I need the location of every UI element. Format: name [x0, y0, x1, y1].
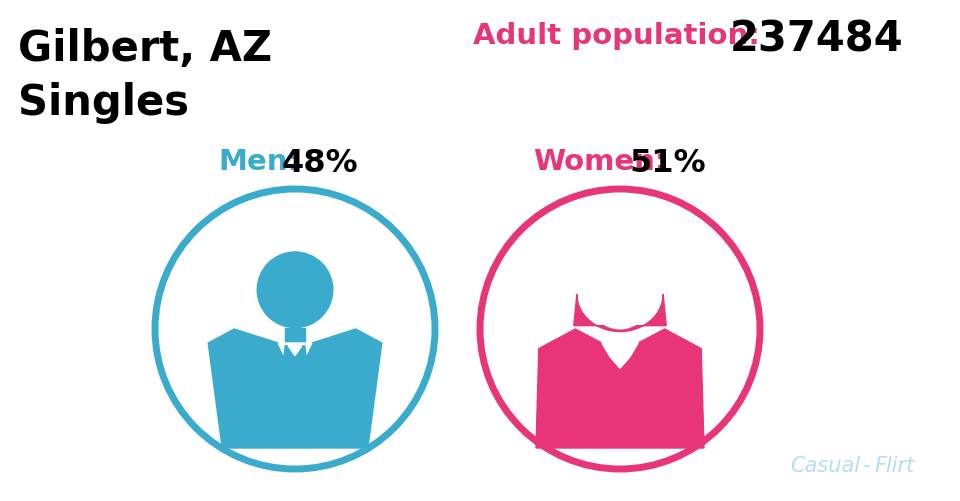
Polygon shape — [284, 328, 305, 345]
Text: Gilbert, AZ: Gilbert, AZ — [18, 28, 272, 70]
Circle shape — [257, 253, 333, 328]
Polygon shape — [574, 295, 666, 332]
Polygon shape — [283, 346, 307, 424]
Text: Women:: Women: — [533, 148, 666, 176]
Text: Singles: Singles — [18, 82, 189, 124]
Text: 48%: 48% — [282, 148, 359, 179]
Polygon shape — [278, 343, 312, 378]
Polygon shape — [288, 346, 301, 356]
Polygon shape — [536, 329, 704, 448]
Text: Flirt: Flirt — [874, 455, 914, 475]
Text: Adult population:: Adult population: — [473, 22, 760, 50]
Text: 237484: 237484 — [730, 18, 903, 60]
Text: Men:: Men: — [218, 148, 300, 176]
Circle shape — [589, 268, 651, 329]
Text: -: - — [862, 455, 870, 475]
Text: 51%: 51% — [630, 148, 707, 179]
Polygon shape — [602, 343, 638, 368]
Polygon shape — [208, 329, 382, 448]
Text: Casual: Casual — [790, 455, 860, 475]
